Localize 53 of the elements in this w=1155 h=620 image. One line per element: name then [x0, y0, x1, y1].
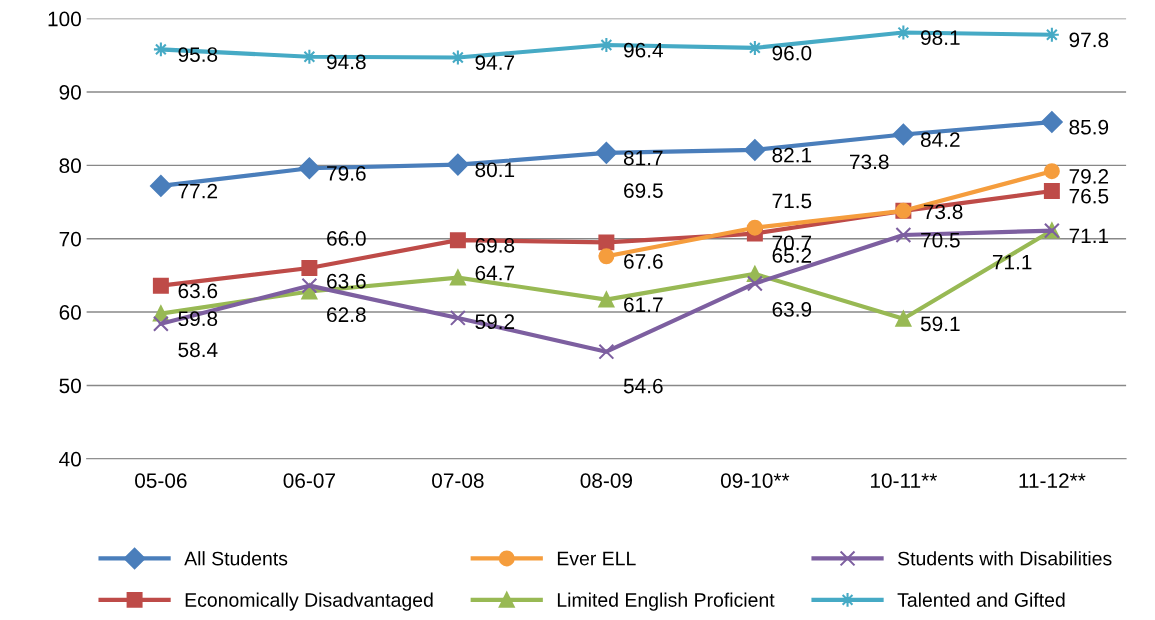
legend-label: All Students [184, 551, 288, 566]
x-tick-label: 11-12** [1019, 473, 1086, 488]
data-label: 82.1 [772, 147, 812, 163]
data-label: 85.9 [1069, 119, 1109, 135]
y-tick-label: 100 [48, 11, 81, 27]
data-label: 66.0 [327, 231, 366, 246]
x-tick-label: 09-10** [720, 473, 790, 488]
y-tick-label: 40 [59, 451, 81, 467]
data-label: 79.2 [1069, 168, 1109, 184]
data-label: 63.6 [178, 283, 218, 299]
data-label: 73.8 [923, 204, 963, 220]
x-tick-label: 10-11** [870, 473, 938, 488]
data-label: 81.7 [623, 150, 663, 166]
x-tick-label: 06-07 [283, 473, 335, 488]
x-tick-label: 07-08 [432, 473, 484, 488]
data-label: 59.2 [475, 314, 515, 330]
legend-label: Talented and Gifted [897, 592, 1065, 607]
legend-label: Students with Disabilities [898, 551, 1112, 566]
data-label: 63.6 [327, 273, 366, 289]
data-label: 73.8 [850, 154, 889, 170]
data-label: 69.8 [475, 237, 515, 253]
y-tick-label: 90 [59, 84, 81, 100]
x-tick-label: 05-06 [135, 473, 187, 488]
data-label: 61.7 [624, 297, 663, 313]
data-label: 70.5 [921, 232, 960, 248]
y-tick-label: 80 [59, 158, 81, 174]
data-label: 97.8 [1069, 32, 1109, 48]
data-label: 80.1 [475, 162, 515, 178]
data-label: 69.5 [624, 183, 663, 198]
legend-label: Limited English Proficient [557, 592, 775, 611]
data-label: 71.5 [772, 193, 812, 209]
data-label: 84.2 [920, 132, 960, 148]
data-label: 96.4 [624, 42, 663, 58]
data-label: 59.1 [920, 316, 960, 332]
data-label: 54.6 [623, 378, 663, 394]
data-label: 77.2 [178, 183, 218, 199]
data-label: 59.8 [178, 311, 218, 327]
data-label: 63.9 [772, 302, 812, 317]
data-label: 62.8 [327, 307, 366, 323]
data-label: 64.7 [475, 265, 515, 281]
legend-label: Ever ELL [557, 551, 636, 566]
data-label: 67.6 [624, 254, 663, 269]
x-tick-label: 08-09 [580, 473, 633, 488]
data-label: 71.1 [1069, 228, 1109, 243]
legend-label: Economically Disadvantaged [185, 592, 433, 611]
data-label: 58.4 [178, 342, 218, 358]
data-label: 79.6 [327, 166, 366, 181]
y-tick-label: 60 [59, 305, 81, 320]
data-label: 94.7 [475, 55, 515, 71]
data-label: 96.0 [772, 45, 812, 61]
y-tick-label: 70 [59, 231, 81, 247]
data-label: 76.5 [1069, 188, 1109, 204]
y-tick-label: 50 [59, 378, 81, 394]
